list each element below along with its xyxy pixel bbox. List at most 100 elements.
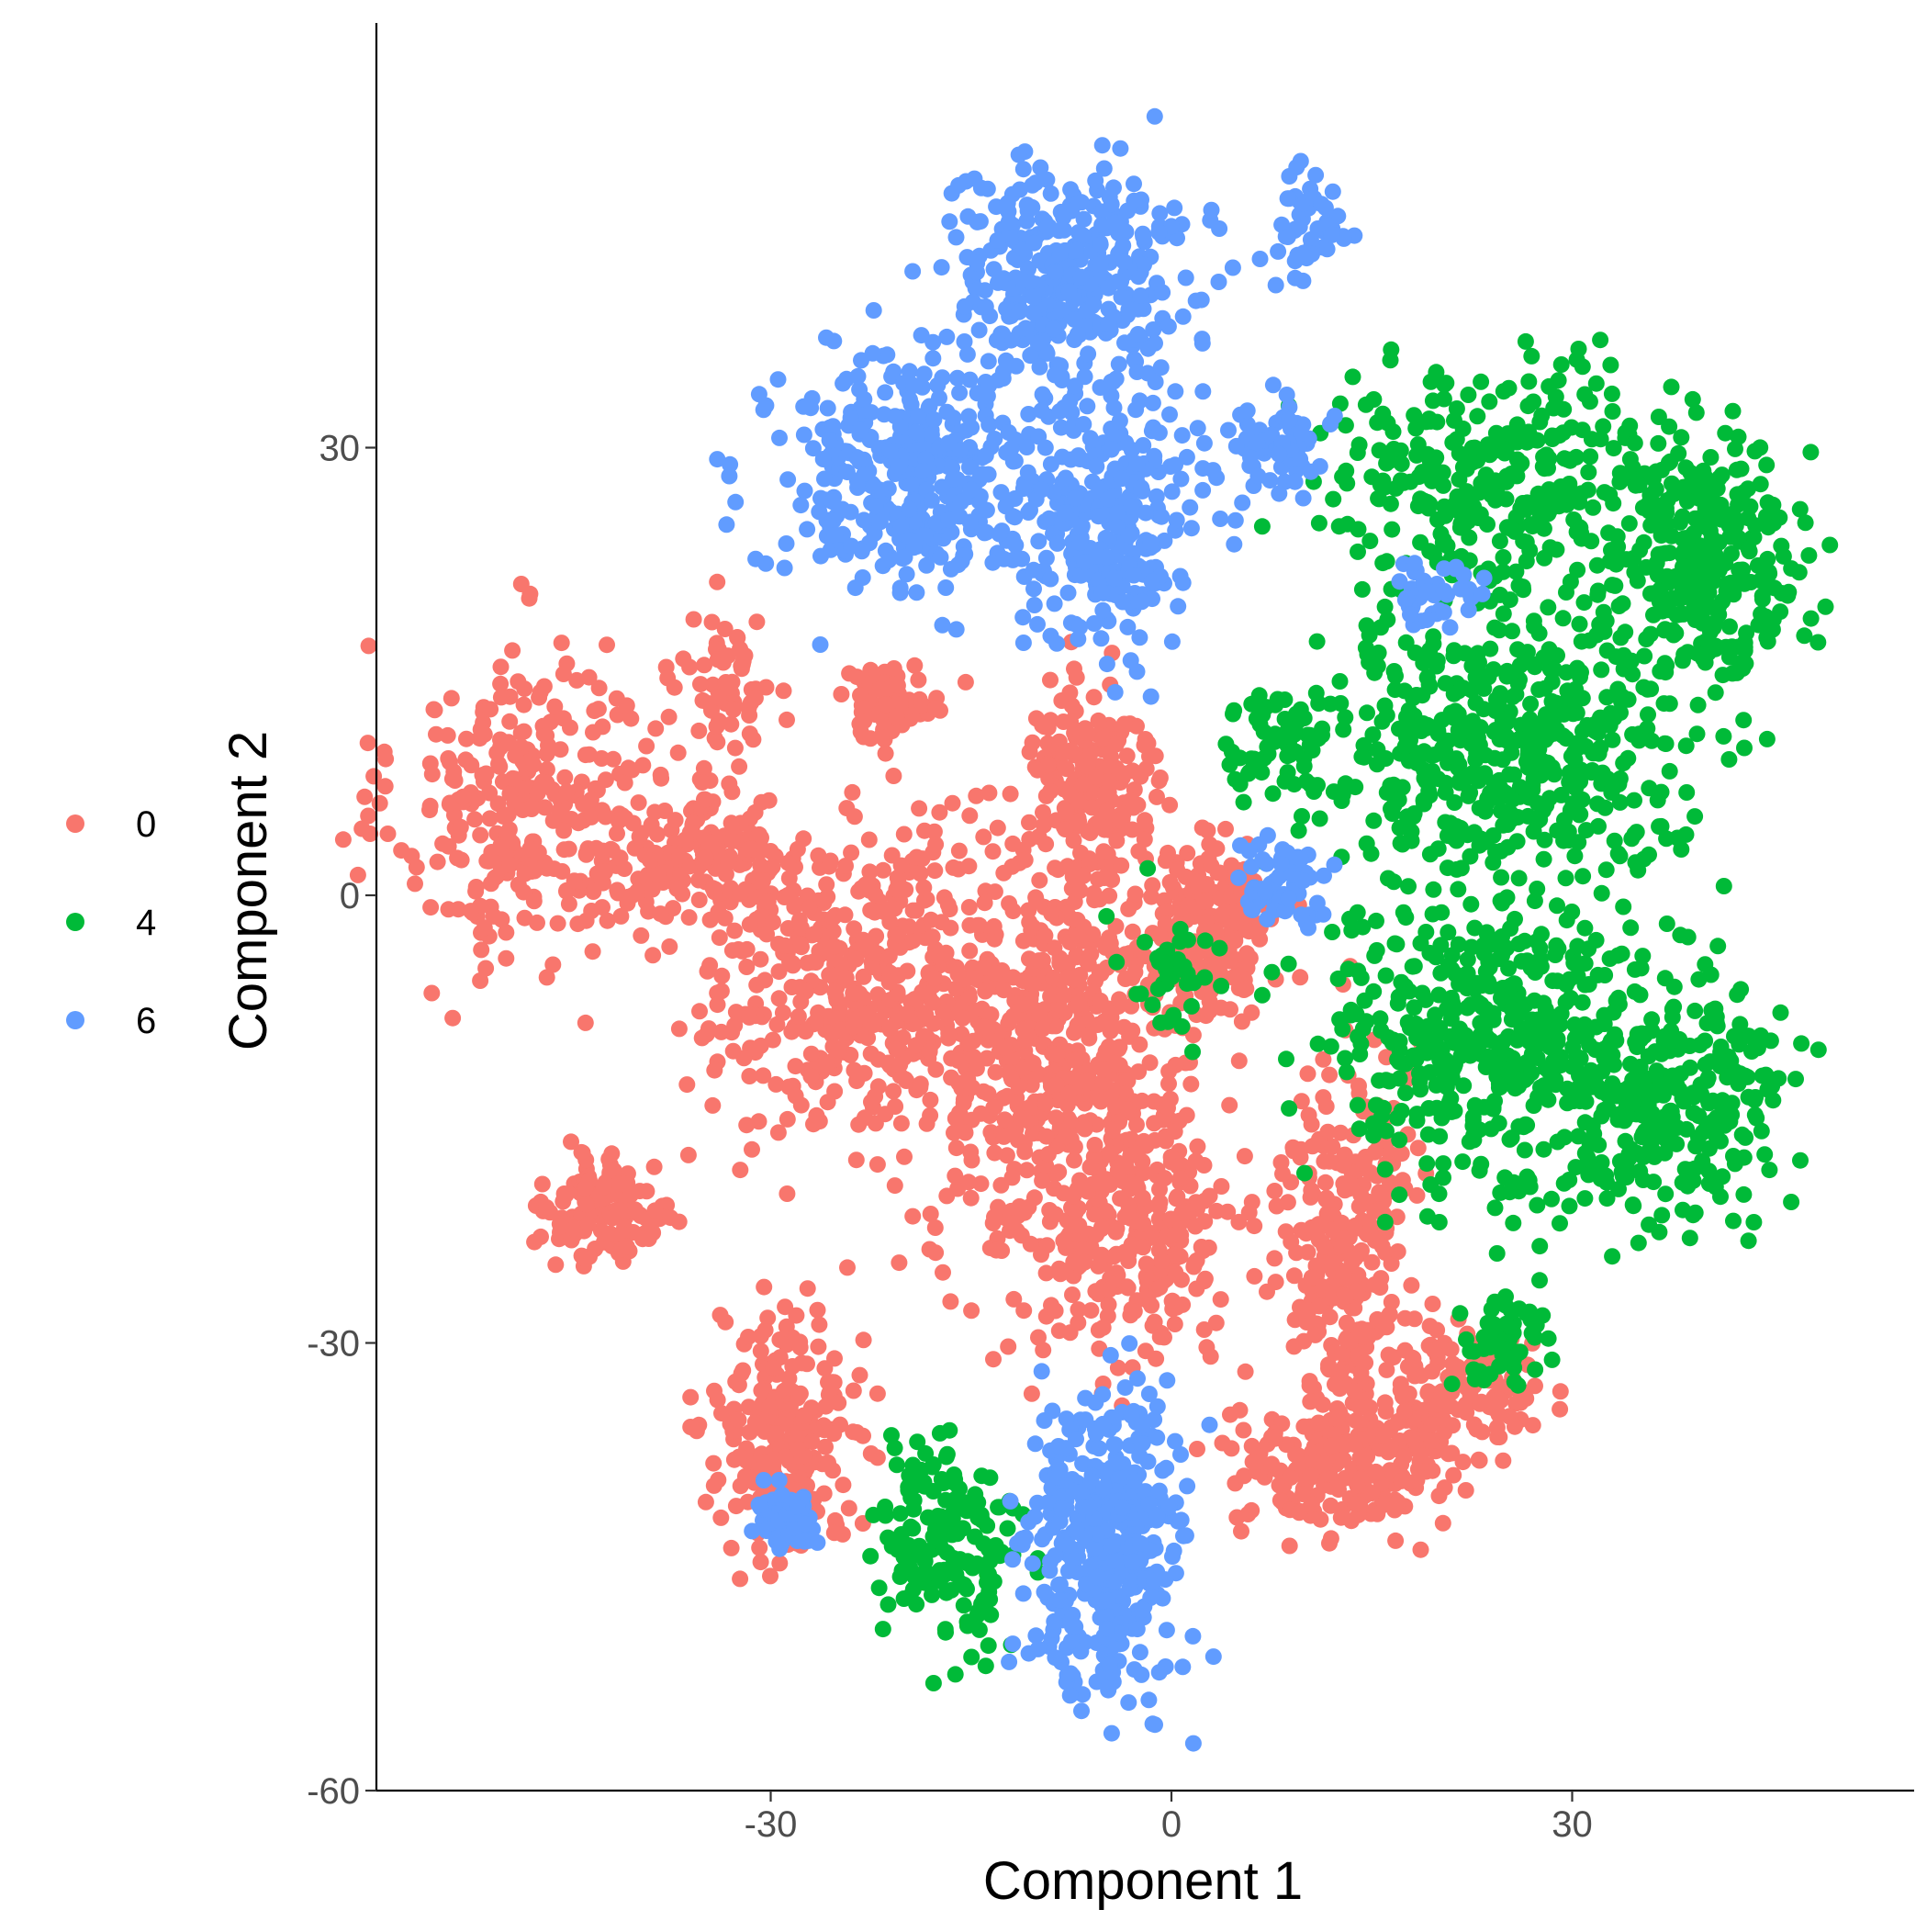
data-point bbox=[661, 938, 678, 955]
data-point bbox=[601, 1225, 619, 1242]
data-point bbox=[1447, 965, 1464, 983]
data-point bbox=[1783, 560, 1800, 578]
data-point bbox=[998, 1147, 1015, 1164]
data-point bbox=[1451, 756, 1468, 773]
data-point bbox=[1243, 1194, 1260, 1211]
data-point bbox=[791, 1339, 809, 1356]
data-point bbox=[1621, 417, 1639, 434]
data-point bbox=[1488, 430, 1506, 447]
data-point bbox=[1003, 1202, 1020, 1219]
data-point bbox=[1098, 803, 1115, 820]
data-point bbox=[1372, 476, 1389, 493]
data-point bbox=[895, 826, 913, 843]
data-point bbox=[1316, 1238, 1333, 1255]
data-point bbox=[949, 966, 967, 983]
data-point bbox=[730, 1411, 747, 1429]
data-point bbox=[1604, 731, 1621, 748]
data-point bbox=[1059, 1128, 1076, 1145]
data-point bbox=[603, 1145, 621, 1163]
data-point bbox=[597, 863, 613, 881]
data-point bbox=[1000, 1338, 1017, 1355]
data-point bbox=[1535, 850, 1552, 868]
data-point bbox=[1227, 1475, 1244, 1492]
data-point bbox=[1589, 795, 1607, 813]
data-point bbox=[1207, 958, 1225, 975]
data-point bbox=[1507, 563, 1525, 580]
data-point bbox=[1507, 1418, 1523, 1435]
data-point bbox=[1643, 1011, 1661, 1028]
data-point bbox=[1397, 728, 1415, 746]
data-point bbox=[1048, 1076, 1065, 1094]
data-point bbox=[1596, 1049, 1613, 1066]
data-point bbox=[1423, 1416, 1440, 1433]
data-point bbox=[1576, 919, 1594, 937]
data-point bbox=[1385, 873, 1403, 891]
data-point bbox=[927, 1244, 945, 1262]
data-point bbox=[962, 1189, 980, 1207]
data-point bbox=[1309, 1035, 1327, 1052]
data-point bbox=[1759, 633, 1776, 650]
data-point bbox=[1761, 1162, 1778, 1179]
data-point bbox=[595, 1178, 612, 1196]
data-point bbox=[880, 948, 898, 965]
data-point bbox=[1330, 518, 1348, 535]
data-point bbox=[759, 1309, 777, 1327]
data-point bbox=[1406, 1367, 1424, 1385]
data-point bbox=[682, 1419, 700, 1435]
data-point bbox=[803, 953, 821, 971]
data-point bbox=[515, 883, 532, 901]
data-point bbox=[918, 1115, 935, 1132]
data-point bbox=[1358, 835, 1375, 852]
data-point bbox=[740, 1329, 756, 1345]
data-point bbox=[1559, 1095, 1576, 1112]
data-point bbox=[1094, 730, 1112, 747]
data-point bbox=[861, 863, 879, 881]
data-point bbox=[584, 943, 601, 960]
data-point bbox=[1482, 978, 1499, 994]
data-point bbox=[1322, 1530, 1339, 1547]
data-point bbox=[1455, 1077, 1473, 1095]
data-point bbox=[803, 1433, 821, 1451]
data-point bbox=[1428, 449, 1445, 466]
data-point bbox=[1212, 1291, 1229, 1309]
data-point bbox=[613, 1225, 631, 1242]
data-point bbox=[1043, 905, 1060, 923]
data-point bbox=[678, 1076, 696, 1094]
data-point bbox=[624, 814, 642, 832]
data-point bbox=[1082, 1302, 1100, 1320]
data-point bbox=[553, 635, 570, 652]
data-point bbox=[1310, 1297, 1328, 1315]
data-point bbox=[1464, 1118, 1482, 1134]
data-point bbox=[1793, 1035, 1810, 1052]
data-point bbox=[1253, 986, 1271, 1004]
data-point bbox=[1497, 441, 1515, 458]
data-point bbox=[440, 901, 457, 918]
data-point bbox=[1231, 1401, 1249, 1419]
data-point bbox=[1069, 814, 1086, 831]
data-point bbox=[817, 1398, 835, 1415]
data-point bbox=[1070, 995, 1088, 1013]
data-point bbox=[1730, 428, 1747, 445]
data-point bbox=[1201, 1002, 1218, 1019]
data-point bbox=[407, 875, 423, 893]
data-point bbox=[711, 929, 728, 947]
data-point bbox=[1697, 1056, 1714, 1073]
data-point bbox=[583, 808, 600, 826]
data-point bbox=[817, 1438, 834, 1455]
data-point bbox=[1437, 675, 1454, 692]
data-point bbox=[1461, 529, 1478, 546]
data-point bbox=[1415, 655, 1432, 671]
data-point bbox=[1314, 1396, 1331, 1413]
data-point bbox=[1511, 455, 1529, 471]
data-point bbox=[1357, 639, 1374, 657]
data-point bbox=[1119, 1204, 1137, 1221]
data-point bbox=[1238, 980, 1255, 997]
data-point bbox=[1745, 1214, 1763, 1230]
data-point bbox=[875, 861, 891, 879]
data-point bbox=[883, 847, 901, 864]
data-point bbox=[1086, 1206, 1104, 1223]
data-point bbox=[1096, 785, 1114, 803]
data-point bbox=[980, 784, 998, 802]
data-point bbox=[580, 746, 598, 763]
data-point bbox=[843, 844, 860, 861]
